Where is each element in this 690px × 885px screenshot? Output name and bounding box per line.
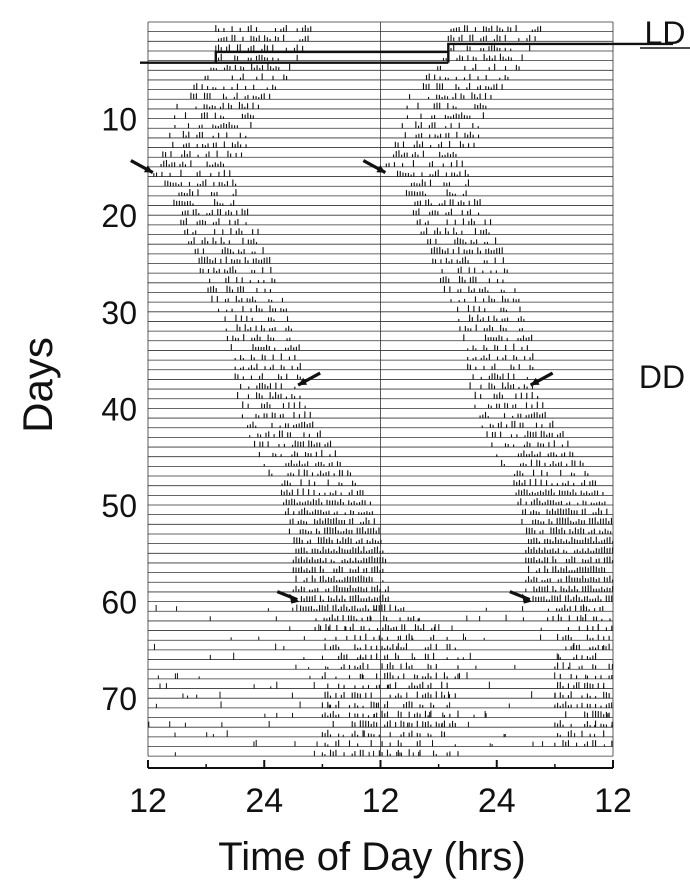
condition-labels: LD DD bbox=[639, 15, 690, 395]
y-tick-label: 40 bbox=[101, 391, 137, 427]
x-tick-label: 12 bbox=[362, 782, 400, 820]
x-tick-label: 24 bbox=[245, 782, 283, 820]
activity-marks bbox=[148, 24, 614, 757]
y-tick-label: 50 bbox=[101, 488, 137, 524]
arrow-marker-head bbox=[143, 165, 153, 173]
day-baselines bbox=[147, 21, 614, 757]
arrow-marker-head bbox=[521, 593, 532, 604]
condition-label-ld: LD bbox=[645, 15, 686, 51]
y-tick-label: 20 bbox=[101, 198, 137, 234]
x-tick-label: 12 bbox=[594, 782, 632, 820]
arrow-marker-head bbox=[376, 165, 386, 173]
y-tick-labels: 10 20 30 40 50 60 70 bbox=[101, 102, 137, 718]
y-tick-label: 60 bbox=[101, 585, 137, 621]
x-axis: 12 24 12 24 12 bbox=[129, 760, 632, 820]
lights-off-line bbox=[140, 50, 449, 64]
x-axis-label: Time of Day (hrs) bbox=[218, 835, 525, 879]
y-axis-label: Days bbox=[14, 337, 61, 433]
condition-label-dd: DD bbox=[639, 359, 685, 395]
x-tick-label: 12 bbox=[129, 782, 167, 820]
y-tick-label: 10 bbox=[101, 102, 137, 138]
lights-off-line bbox=[447, 42, 673, 63]
x-tick-label: 24 bbox=[478, 782, 516, 820]
arrow-marker-head bbox=[530, 377, 540, 386]
y-tick-label: 70 bbox=[101, 681, 137, 717]
lighting-step bbox=[140, 42, 673, 64]
y-tick-label: 30 bbox=[101, 295, 137, 331]
arrow-markers bbox=[130, 159, 554, 604]
arrow-marker-head bbox=[289, 593, 300, 604]
arrow-marker-head bbox=[298, 377, 308, 386]
